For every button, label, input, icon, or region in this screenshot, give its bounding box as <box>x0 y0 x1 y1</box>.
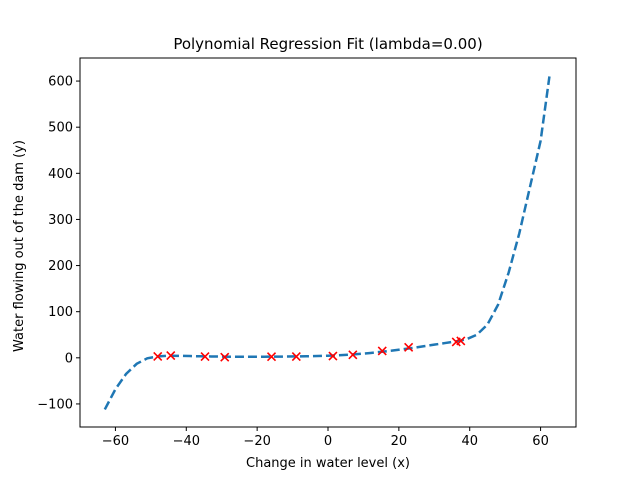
x-tick-label: 60 <box>532 434 549 449</box>
data-point-marker <box>377 346 387 356</box>
y-tick-label: 300 <box>48 213 73 228</box>
data-point-marker <box>166 350 176 361</box>
y-tick-label: 0 <box>65 351 73 366</box>
data-point-marker <box>220 352 230 362</box>
y-tick-label: 200 <box>48 259 73 274</box>
data-point-marker <box>153 351 163 361</box>
y-tick-label: −100 <box>37 397 73 412</box>
data-point-marker <box>291 352 301 362</box>
x-tick-label: −40 <box>173 434 200 449</box>
x-tick-label: 40 <box>461 434 478 449</box>
data-point-marker <box>266 352 277 362</box>
y-tick-label: 500 <box>48 121 73 136</box>
axes-frame <box>79 57 577 428</box>
data-point-marker <box>348 350 358 360</box>
x-axis-label: Change in water level (x) <box>246 456 410 471</box>
x-tick-label: −60 <box>102 434 129 449</box>
x-tick-label: 0 <box>324 434 332 449</box>
y-tick-label: 600 <box>48 75 73 90</box>
plot-area <box>103 76 551 411</box>
x-axis: −60 −40 −20 0 20 40 60 <box>102 427 549 449</box>
x-tick-label: 20 <box>391 434 408 449</box>
y-axis: −100 0 100 200 300 400 500 600 <box>37 75 80 412</box>
data-point-marker <box>456 336 466 346</box>
fit-curve-line <box>103 76 551 411</box>
data-point-marker <box>200 351 210 362</box>
data-point-marker <box>404 342 414 352</box>
y-tick-label: 100 <box>48 305 73 320</box>
y-tick-label: 400 <box>48 167 73 182</box>
y-axis-label: Water flowing out of the dam (y) <box>12 140 27 352</box>
chart-title: Polynomial Regression Fit (lambda=0.00) <box>173 35 482 53</box>
x-tick-label: −20 <box>243 434 270 449</box>
data-point-marker <box>328 351 338 361</box>
